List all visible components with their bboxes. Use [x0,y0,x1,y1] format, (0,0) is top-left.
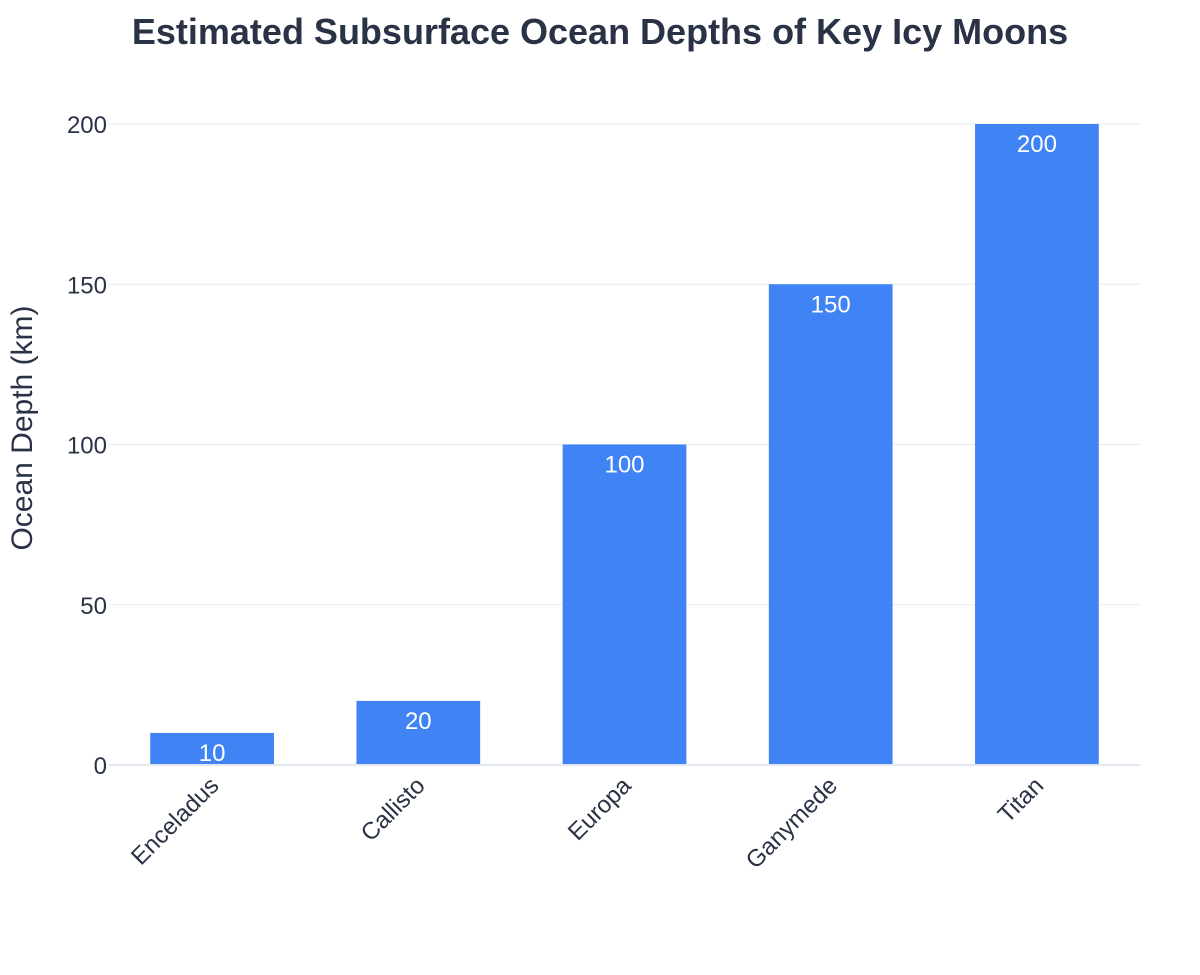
chart-title: Estimated Subsurface Ocean Depths of Key… [132,11,1068,52]
y-tick-label: 0 [94,753,107,780]
data-label-titan: 200 [1017,131,1057,158]
bars [150,124,1099,765]
x-tick-label: Titan [993,772,1049,828]
data-label-europa: 100 [604,452,644,479]
x-tick-label: Callisto [356,772,431,847]
y-tick-label: 150 [67,272,107,299]
bar-enceladus [150,732,274,765]
y-axis-title: Ocean Depth (km) [6,305,39,550]
data-label-enceladus: 10 [199,740,226,767]
data-labels: 10 20 100 150 200 [199,131,1057,767]
y-tick-label: 50 [80,593,107,620]
x-tick-label: Europa [563,772,637,846]
y-tick-label: 100 [67,433,107,460]
bar-ganymede [768,284,893,765]
data-label-ganymede: 150 [811,291,851,318]
y-tick-label: 200 [67,112,107,139]
x-tick-label: Enceladus [126,772,224,870]
bar-titan [975,124,1099,765]
bar-europa [562,444,687,765]
data-label-callisto: 20 [405,708,432,735]
bar-callisto [356,700,481,765]
x-tick-label: Ganymede [741,772,843,874]
